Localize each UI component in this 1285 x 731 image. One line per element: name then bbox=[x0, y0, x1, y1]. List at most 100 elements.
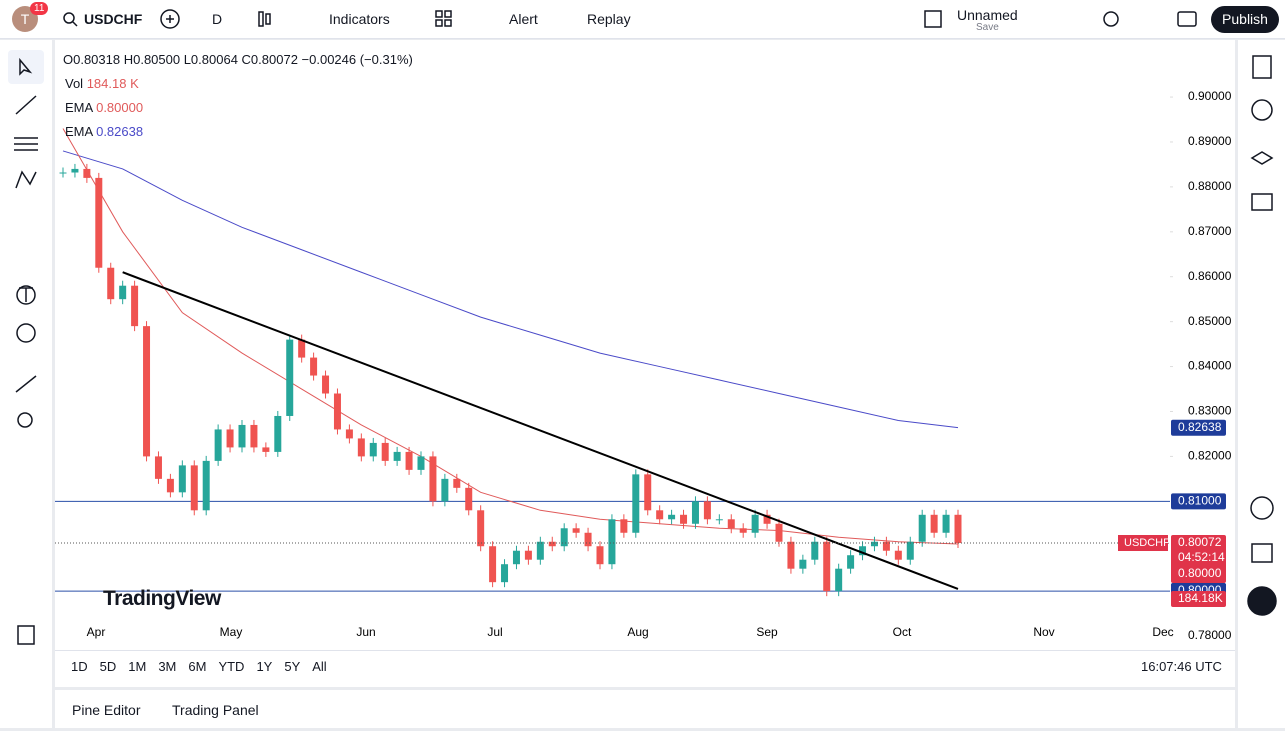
range-button[interactable]: YTD bbox=[218, 659, 245, 674]
candle bbox=[656, 510, 664, 520]
candle bbox=[512, 550, 520, 565]
candle bbox=[119, 285, 127, 300]
candle bbox=[787, 541, 795, 569]
candle bbox=[333, 393, 341, 430]
ohlc: O0.80318 H0.80500 L0.80064 C0.80072 −0.0… bbox=[63, 52, 413, 67]
badge: 11 bbox=[30, 2, 49, 15]
range-button[interactable]: 1Y bbox=[256, 659, 273, 674]
candle bbox=[274, 415, 282, 452]
candle bbox=[178, 465, 186, 493]
x-tick-label: Oct bbox=[893, 625, 912, 639]
ema-line bbox=[62, 128, 959, 545]
price-tag bbox=[1171, 419, 1226, 436]
candle bbox=[668, 514, 676, 520]
tab[interactable]: Trading Panel bbox=[172, 702, 259, 718]
save[interactable]: Save bbox=[976, 22, 999, 33]
candle bbox=[739, 528, 747, 533]
interval[interactable]: D bbox=[212, 11, 223, 27]
indicators[interactable]: Indicators bbox=[329, 11, 390, 27]
bottom-panel: Pine Editor Trading Panel bbox=[55, 690, 1235, 728]
range-button[interactable]: 5Y bbox=[284, 659, 301, 674]
value: 0.82638 bbox=[96, 124, 144, 139]
candle bbox=[369, 442, 377, 457]
y-tick-label: 0.87000 bbox=[1188, 224, 1232, 238]
y-tick-label: 0.90000 bbox=[1188, 89, 1232, 103]
tab[interactable]: Pine Editor bbox=[72, 702, 141, 718]
candle bbox=[393, 451, 401, 461]
right-toolbar bbox=[1238, 40, 1285, 728]
layout-name[interactable]: Unnamed bbox=[957, 7, 1018, 23]
candle bbox=[95, 177, 103, 268]
range-button[interactable]: 5D bbox=[99, 659, 117, 674]
x-tick-label: May bbox=[220, 625, 243, 639]
top-toolbar: T 11 USDCHF D Indicators Alert Replay Un… bbox=[0, 0, 1285, 39]
candle bbox=[405, 451, 413, 470]
y-tick-label: 0.86000 bbox=[1188, 269, 1232, 283]
range-button[interactable]: 1M bbox=[128, 659, 147, 674]
volume-tag-bg bbox=[1171, 591, 1226, 607]
candle bbox=[59, 172, 67, 174]
symbol-tag-label: USDCHF bbox=[1124, 537, 1170, 549]
candle bbox=[560, 528, 568, 547]
candle bbox=[632, 474, 640, 533]
candle bbox=[226, 429, 234, 448]
candle bbox=[775, 523, 783, 542]
candle bbox=[238, 424, 246, 448]
ema-legend: EMA 0.82638 bbox=[65, 124, 143, 139]
candle bbox=[501, 564, 509, 583]
label: EMA bbox=[65, 124, 93, 139]
y-tick-label: 0.89000 bbox=[1188, 134, 1232, 148]
last-price: 0.80072 bbox=[1178, 535, 1222, 549]
candle bbox=[859, 546, 867, 556]
candle bbox=[262, 447, 270, 452]
candle bbox=[441, 478, 449, 502]
ema-legend: EMA 0.80000 bbox=[65, 100, 143, 115]
candle bbox=[166, 478, 174, 493]
range-buttons: 1D 5D 1M 3M 6M YTD 1Y 5Y All bbox=[71, 659, 339, 674]
brand: TradingView bbox=[103, 587, 221, 610]
candle bbox=[930, 514, 938, 533]
clock: 16:07:46 UTC bbox=[1141, 659, 1222, 674]
replay[interactable]: Replay bbox=[587, 11, 631, 27]
candle bbox=[584, 532, 592, 547]
candle bbox=[131, 285, 139, 327]
candle bbox=[322, 375, 330, 394]
candle bbox=[489, 546, 497, 583]
divider bbox=[55, 650, 1235, 651]
candle bbox=[214, 429, 222, 461]
range-button[interactable]: 1D bbox=[71, 659, 88, 674]
candle bbox=[71, 168, 79, 173]
range-button[interactable]: 6M bbox=[188, 659, 207, 674]
trendline bbox=[122, 271, 959, 590]
candle bbox=[524, 550, 532, 560]
y-tick-label: 0.88000 bbox=[1188, 179, 1232, 193]
candle bbox=[680, 514, 688, 524]
value: 0.80000 bbox=[96, 100, 144, 115]
toolbar-icons bbox=[63, 9, 1197, 29]
value: 184.18 K bbox=[86, 76, 139, 91]
x-tick-label: Aug bbox=[627, 625, 648, 639]
candle bbox=[918, 514, 926, 542]
y-tick-label: 0.84000 bbox=[1188, 359, 1232, 373]
x-tick-label: Sep bbox=[756, 625, 778, 639]
symbol-tag bbox=[1118, 535, 1168, 552]
x-tick-label: Jul bbox=[487, 625, 502, 639]
left-toolbar bbox=[0, 40, 52, 728]
candle bbox=[847, 555, 855, 569]
publish-button[interactable]: Publish bbox=[1211, 6, 1279, 33]
candle bbox=[107, 267, 115, 300]
symbol[interactable]: USDCHF bbox=[84, 11, 143, 27]
range-button[interactable]: 3M bbox=[158, 659, 177, 674]
range-button[interactable]: All bbox=[312, 659, 327, 674]
candle bbox=[608, 519, 616, 565]
candle bbox=[572, 528, 580, 533]
price-tag-label: 0.82638 bbox=[1178, 420, 1222, 434]
candle bbox=[154, 456, 162, 479]
candle bbox=[620, 519, 628, 533]
candle bbox=[381, 442, 389, 461]
y-tick-label: 0.83000 bbox=[1188, 404, 1232, 418]
label: Vol bbox=[65, 76, 84, 91]
alert[interactable]: Alert bbox=[509, 11, 538, 27]
candle bbox=[596, 546, 604, 565]
candle bbox=[823, 541, 831, 592]
